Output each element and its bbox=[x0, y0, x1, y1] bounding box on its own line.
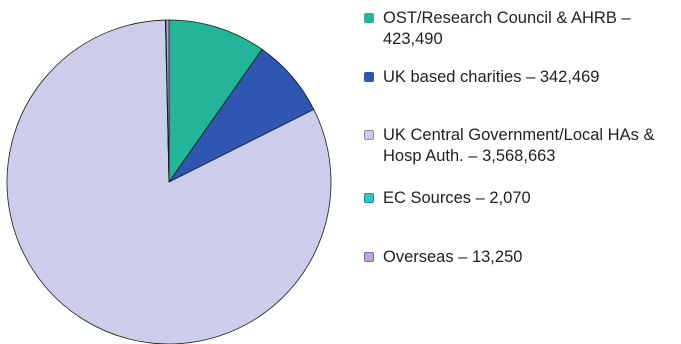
legend-label: EC Sources – 2,070 bbox=[383, 189, 531, 207]
legend-item-uk-charities: UK based charities – 342,469 bbox=[364, 67, 681, 88]
legend-label: OST/Research Council & AHRB – 423,490 bbox=[383, 9, 631, 48]
legend-label: UK Central Government/Local HAs & Hosp A… bbox=[383, 126, 655, 165]
pie-slice-4 bbox=[165, 19, 170, 183]
legend-swatch bbox=[364, 72, 374, 82]
legend-label: UK based charities – 342,469 bbox=[383, 68, 600, 86]
legend-item-ost-research-council: OST/Research Council & AHRB – 423,490 bbox=[364, 8, 681, 50]
legend-item-uk-central-government: UK Central Government/Local HAs & Hosp A… bbox=[364, 125, 681, 167]
legend-swatch bbox=[364, 130, 374, 140]
legend-swatch bbox=[364, 252, 374, 262]
legend-item-overseas: Overseas – 13,250 bbox=[364, 247, 681, 268]
legend-swatch bbox=[364, 13, 374, 23]
legend-item-ec-sources: EC Sources – 2,070 bbox=[364, 188, 681, 209]
legend-label: Overseas – 13,250 bbox=[383, 248, 523, 266]
legend-swatch bbox=[364, 193, 374, 203]
pie-chart bbox=[6, 19, 332, 344]
pie-slice-0 bbox=[168, 19, 263, 183]
